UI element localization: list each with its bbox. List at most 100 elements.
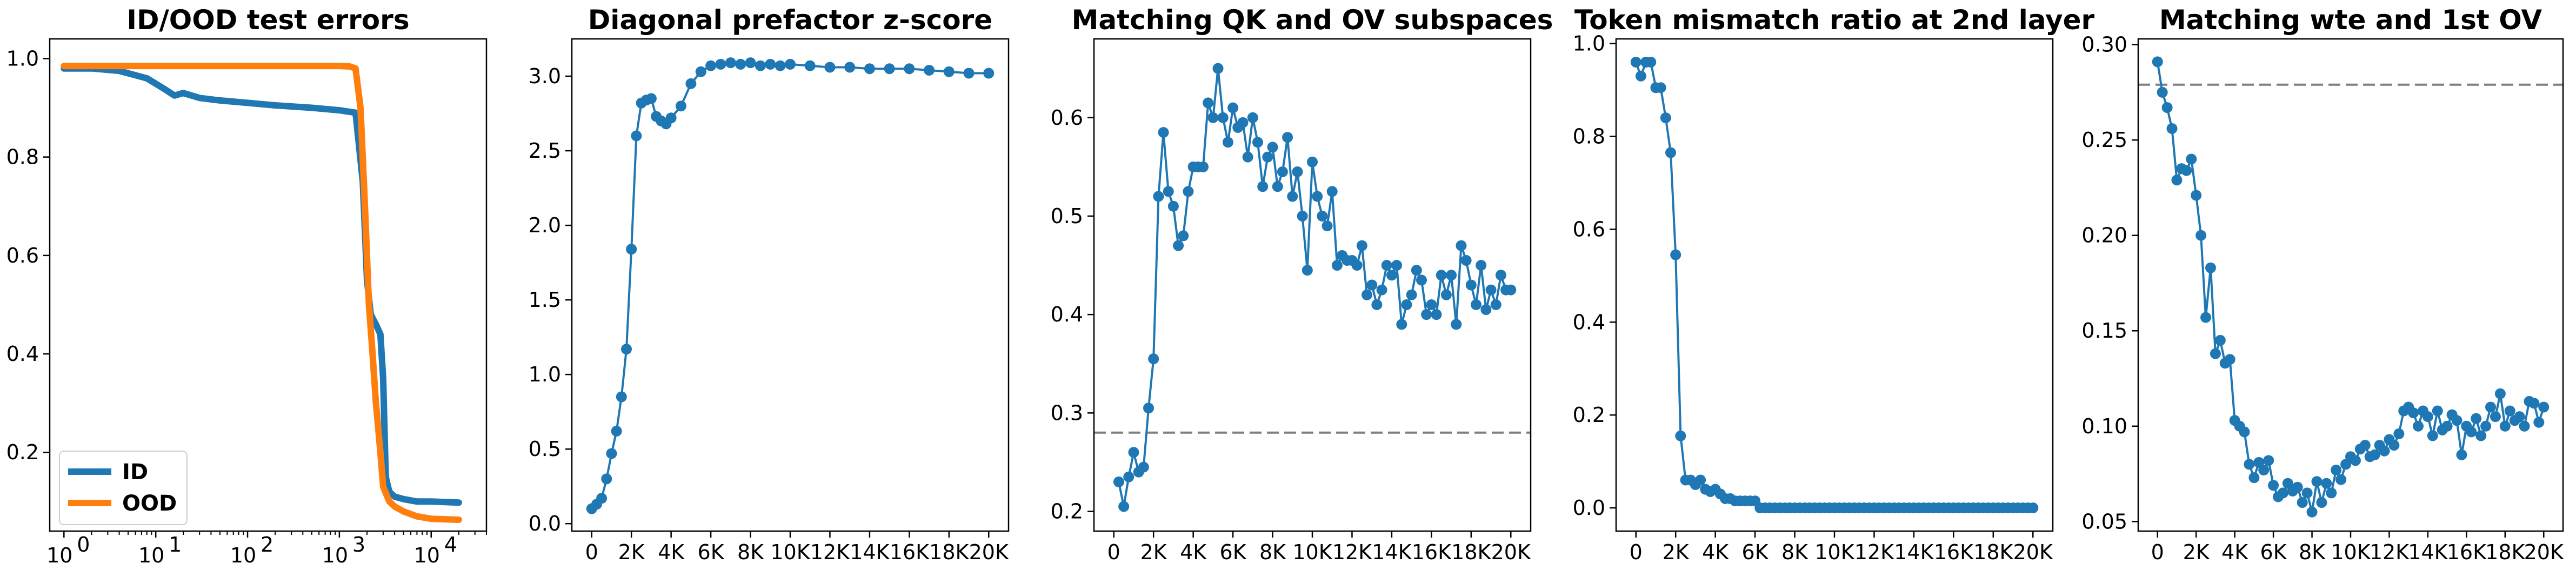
data-point xyxy=(755,60,766,71)
data-point xyxy=(1645,56,1657,68)
data-point xyxy=(715,58,726,70)
data-point xyxy=(824,62,836,73)
data-point xyxy=(1665,147,1676,158)
y-tick-label: 0.6 xyxy=(1573,217,1605,241)
series-line xyxy=(61,63,462,523)
data-point xyxy=(2248,472,2260,484)
data-point xyxy=(1431,309,1442,320)
data-point xyxy=(2297,497,2308,508)
data-point xyxy=(1401,299,1412,310)
data-point xyxy=(2161,102,2173,113)
data-point xyxy=(2422,411,2433,423)
data-point xyxy=(1326,186,1338,197)
series-1 xyxy=(2152,56,2550,518)
data-point xyxy=(1242,151,1253,163)
data-point xyxy=(1396,319,1407,330)
data-point xyxy=(1178,230,1189,242)
data-point xyxy=(2191,190,2202,201)
x-tick-label: 4K xyxy=(1180,540,1207,564)
data-point xyxy=(1262,151,1273,163)
data-point xyxy=(1366,279,1378,291)
data-point xyxy=(626,244,637,255)
y-tick-label: 2.5 xyxy=(529,139,561,163)
data-point xyxy=(1465,279,1477,291)
x-tick-label: 10 xyxy=(138,544,164,567)
data-point xyxy=(1158,127,1169,138)
data-point xyxy=(1695,474,1706,486)
data-point xyxy=(2427,430,2438,441)
x-tick-label: 10K xyxy=(1292,540,1332,564)
series-1 xyxy=(1630,56,2039,514)
data-point xyxy=(1257,181,1269,192)
data-point xyxy=(1460,254,1472,266)
panel-title: Token mismatch ratio at 2nd layer xyxy=(1574,4,2095,36)
data-point xyxy=(765,58,776,70)
data-point xyxy=(2519,420,2530,432)
x-tick-label: 0 xyxy=(585,540,598,564)
x-tick-label: 2K xyxy=(2183,540,2210,564)
data-point xyxy=(631,130,642,142)
data-point xyxy=(1267,142,1278,153)
y-tick-label: 2.0 xyxy=(529,213,561,237)
data-point xyxy=(1670,249,1681,260)
x-tick-label: 16K xyxy=(2447,540,2487,564)
x-tick-label: 20K xyxy=(2013,540,2053,564)
data-point xyxy=(943,66,955,77)
data-point xyxy=(2152,56,2163,68)
data-point xyxy=(1456,240,1467,251)
y-tick-label: 0.5 xyxy=(529,437,561,461)
data-point xyxy=(596,493,608,504)
x-tick-label: 10 xyxy=(230,544,256,567)
x-tick-label: 6K xyxy=(1742,540,1769,564)
data-point xyxy=(1302,265,1313,276)
data-point xyxy=(2388,440,2400,451)
series-line xyxy=(2156,61,2545,513)
y-tick-label: 0.2 xyxy=(1051,500,1083,524)
data-point xyxy=(2166,123,2178,134)
data-point xyxy=(2359,440,2371,451)
data-point xyxy=(1277,166,1288,177)
x-tick-label: 14K xyxy=(850,540,890,564)
y-tick-label: 0.15 xyxy=(2081,319,2127,343)
data-point xyxy=(2239,426,2250,438)
data-point xyxy=(2514,411,2525,423)
data-point xyxy=(1312,191,1323,202)
series-1 xyxy=(1113,63,1517,512)
y-tick-label: 0.4 xyxy=(6,342,39,366)
panel-title: Diagonal prefactor z-score xyxy=(588,4,992,36)
data-point xyxy=(621,344,632,355)
data-point xyxy=(735,58,746,70)
y-tick-label: 1.0 xyxy=(1573,32,1605,56)
y-tick-label: 0.05 xyxy=(2081,509,2127,533)
x-tick-label: 10K xyxy=(770,540,810,564)
x-tick-label: 18K xyxy=(1451,540,1491,564)
data-point xyxy=(1167,200,1179,212)
data-point xyxy=(2408,407,2419,419)
x-tick-label: 16K xyxy=(1934,540,1974,564)
data-point xyxy=(1386,270,1397,281)
data-point xyxy=(2321,478,2332,489)
series-ood xyxy=(61,63,462,523)
x-tick-label: 2K xyxy=(1140,540,1167,564)
x-tick-label: 8K xyxy=(2299,540,2326,564)
data-point xyxy=(844,62,856,73)
y-tick-label: 1.5 xyxy=(529,288,561,312)
panel-title: Matching wte and 1st OV xyxy=(2159,4,2542,36)
data-point xyxy=(2413,420,2424,432)
x-tick-exponent: 2 xyxy=(261,533,273,556)
x-tick-label: 0 xyxy=(1630,540,1643,564)
data-point xyxy=(804,60,816,71)
y-tick-label: 0.4 xyxy=(1573,310,1605,334)
data-point xyxy=(2258,465,2270,476)
data-point xyxy=(2316,497,2327,508)
x-tick-label: 18K xyxy=(929,540,969,564)
y-tick-label: 0.8 xyxy=(1573,124,1605,148)
y-tick-label: 3.0 xyxy=(529,64,561,88)
y-tick-label: 1.0 xyxy=(529,363,561,386)
y-tick-label: 0.4 xyxy=(1051,303,1083,326)
data-point xyxy=(963,68,975,79)
x-tick-label: 10K xyxy=(1814,540,1854,564)
data-point xyxy=(2157,86,2168,98)
x-tick-label: 16K xyxy=(890,540,930,564)
x-tick-label: 18K xyxy=(2485,540,2525,564)
